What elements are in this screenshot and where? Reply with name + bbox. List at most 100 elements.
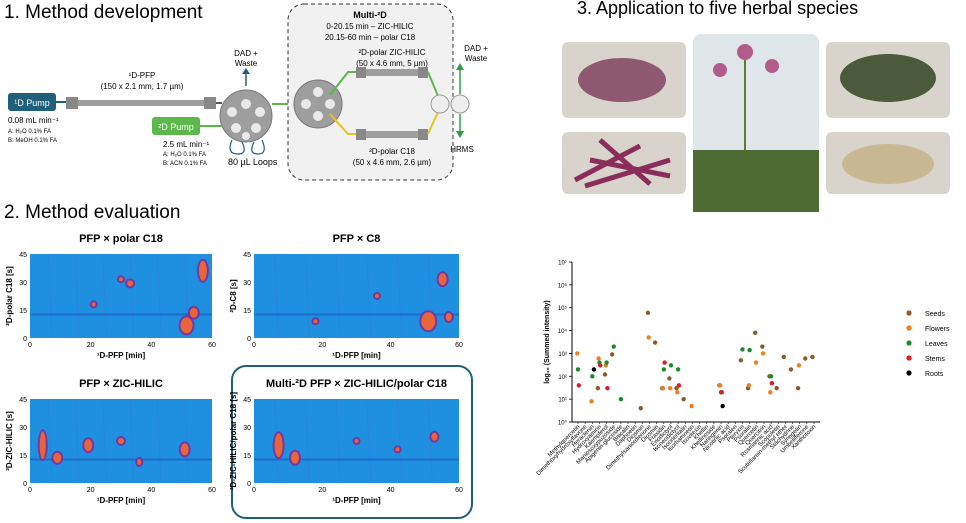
photo-stems-content — [573, 138, 671, 189]
d2-pump-box — [152, 117, 200, 135]
valve-left-port — [255, 107, 265, 117]
heatmap-peak-core — [438, 273, 447, 286]
heatmap-peak-core — [180, 443, 189, 456]
d2-flow: 2.5 mL min⁻¹ — [163, 140, 209, 149]
heatmap-1: PFP × polar C18 0 15 30 45 0 20 40 60 ¹D-PFP [min… — [5, 233, 216, 360]
d1-flow: 0.08 mL min⁻¹ — [8, 116, 59, 125]
hrms-label: HRMS — [450, 145, 474, 154]
d1-column-dims: (150 x 2.1 mm, 1.7 µm) — [101, 82, 184, 91]
data-point-roots — [720, 403, 725, 409]
heatmap-ytick: 45 — [19, 397, 27, 404]
data-point-stems — [576, 383, 581, 388]
heatmap-peak-core — [395, 447, 400, 452]
data-point-leaves — [590, 374, 595, 379]
legend-label: Flowers — [925, 326, 950, 333]
heatmap-xtick: 40 — [147, 342, 155, 349]
heatmap-xtick: 0 — [28, 487, 32, 494]
heatmap-peak-core — [127, 280, 134, 287]
photo-plant-flower — [765, 59, 779, 73]
panel-1-title: 1. Method development — [4, 2, 203, 23]
heatmap-ytick: 45 — [243, 397, 251, 404]
data-point-stems — [719, 390, 725, 395]
heatmap-xtick: 60 — [455, 342, 463, 349]
y-axis-label: log₁₀ (Summed intensity) — [544, 300, 551, 383]
data-point-leaves — [740, 347, 745, 352]
photo-roots-content — [842, 144, 934, 184]
data-point-leaves — [661, 367, 667, 372]
heatmap-ytick: 30 — [243, 280, 251, 287]
loop-right-icon — [251, 139, 265, 155]
d2-pump-label: ²D Pump — [158, 122, 194, 132]
data-point-seeds — [645, 310, 651, 315]
data-point-leaves — [747, 347, 752, 353]
heatmap-2: PFP × C8 0 15 30 45 0 20 40 60 ¹D-PFP [min] ²D-C8 … — [229, 233, 463, 360]
splitter-2 — [450, 94, 470, 114]
y-tick-label: 10⁷ — [558, 260, 567, 267]
heatmap-peak-core — [354, 439, 359, 443]
data-point-seeds — [602, 372, 608, 377]
summed-intensity-chart: 10⁰ 10¹ 10² 10³ 10⁴ 10⁵ 10⁶ 10⁷ log₁₀ (Summed in… — [536, 260, 950, 477]
data-point-seeds — [803, 356, 808, 361]
heatmap-xtick: 20 — [87, 342, 95, 349]
zic-hilic-label: ²D-polar ZIC-HILIC — [358, 48, 425, 57]
multi2d-line2: 20.15-60 min – polar C18 — [325, 33, 416, 42]
d2-solvent-b: B: ACN 0.1% FA — [163, 161, 207, 167]
photo-plant-foliage — [693, 150, 819, 212]
y-tick-label: 10⁵ — [558, 305, 568, 312]
dad-waste-right-2: Waste — [465, 54, 488, 63]
valve-right-port — [313, 111, 323, 121]
data-point-seeds — [788, 367, 794, 372]
heatmap-ytick: 0 — [247, 336, 251, 343]
heatmap-ytick: 15 — [243, 308, 251, 315]
y-tick-label: 10² — [558, 375, 567, 381]
data-point-seeds — [667, 376, 672, 381]
to-c18-line — [329, 113, 356, 135]
heatmap-ylabel: ²D-C8 [s] — [229, 279, 238, 313]
d1-solvent-b: B: MeOH 0.1% FA — [8, 138, 57, 144]
valve-right-port — [301, 99, 311, 109]
heatmap-xtick: 40 — [387, 342, 395, 349]
valve-right — [293, 79, 343, 129]
heatmap-peak-core — [445, 313, 452, 321]
data-point-seeds — [652, 340, 658, 345]
heatmap-ytick: 15 — [19, 308, 27, 315]
heatmap-xtick: 60 — [455, 487, 463, 494]
data-point-seeds — [752, 330, 758, 335]
data-point-seeds — [609, 352, 615, 357]
valve-left-port — [241, 99, 251, 109]
data-point-leaves — [668, 363, 674, 368]
heatmap-ytick: 30 — [19, 425, 27, 432]
data-point-flowers — [589, 399, 594, 404]
heatmap-ytick: 15 — [243, 453, 251, 460]
y-tick-label: 10¹ — [558, 398, 567, 404]
data-point-flowers — [596, 356, 601, 361]
c18-out-line — [427, 111, 439, 135]
heatmap-peak-core — [119, 277, 123, 282]
heatmap-peak-core — [198, 260, 207, 281]
data-point-seeds — [638, 406, 643, 411]
heatmap-ytick: 45 — [19, 252, 27, 259]
valve-left-port — [251, 123, 261, 133]
d1-column — [78, 100, 206, 106]
heatmap-xtick: 20 — [87, 487, 95, 494]
heatmap-peak-core — [91, 302, 96, 307]
photo-plant-flower — [737, 44, 753, 60]
c18-column — [366, 131, 418, 138]
heatmap-title: PFP × polar C18 — [79, 233, 163, 245]
heatmap-title: Multi-²D PFP × ZIC-HILIC/polar C18 — [266, 378, 447, 390]
heatmap-xtick: 40 — [147, 487, 155, 494]
data-point-flowers — [646, 335, 651, 340]
heatmap-peak-core — [313, 319, 318, 324]
panel-2-title: 2. Method evaluation — [4, 202, 180, 223]
c18-cap-right — [418, 129, 428, 140]
heatmap-peak-core — [421, 312, 436, 331]
loop-left-icon — [229, 139, 245, 155]
to-dad-arrow — [242, 68, 250, 74]
legend-label: Leaves — [925, 341, 948, 348]
multi2d-title: Multi-²D — [353, 10, 387, 20]
data-point-stems — [676, 383, 682, 388]
d1-column-cap-left — [66, 97, 78, 109]
heatmap-title: PFP × ZIC-HILIC — [79, 378, 163, 390]
data-point-flowers — [575, 351, 580, 356]
